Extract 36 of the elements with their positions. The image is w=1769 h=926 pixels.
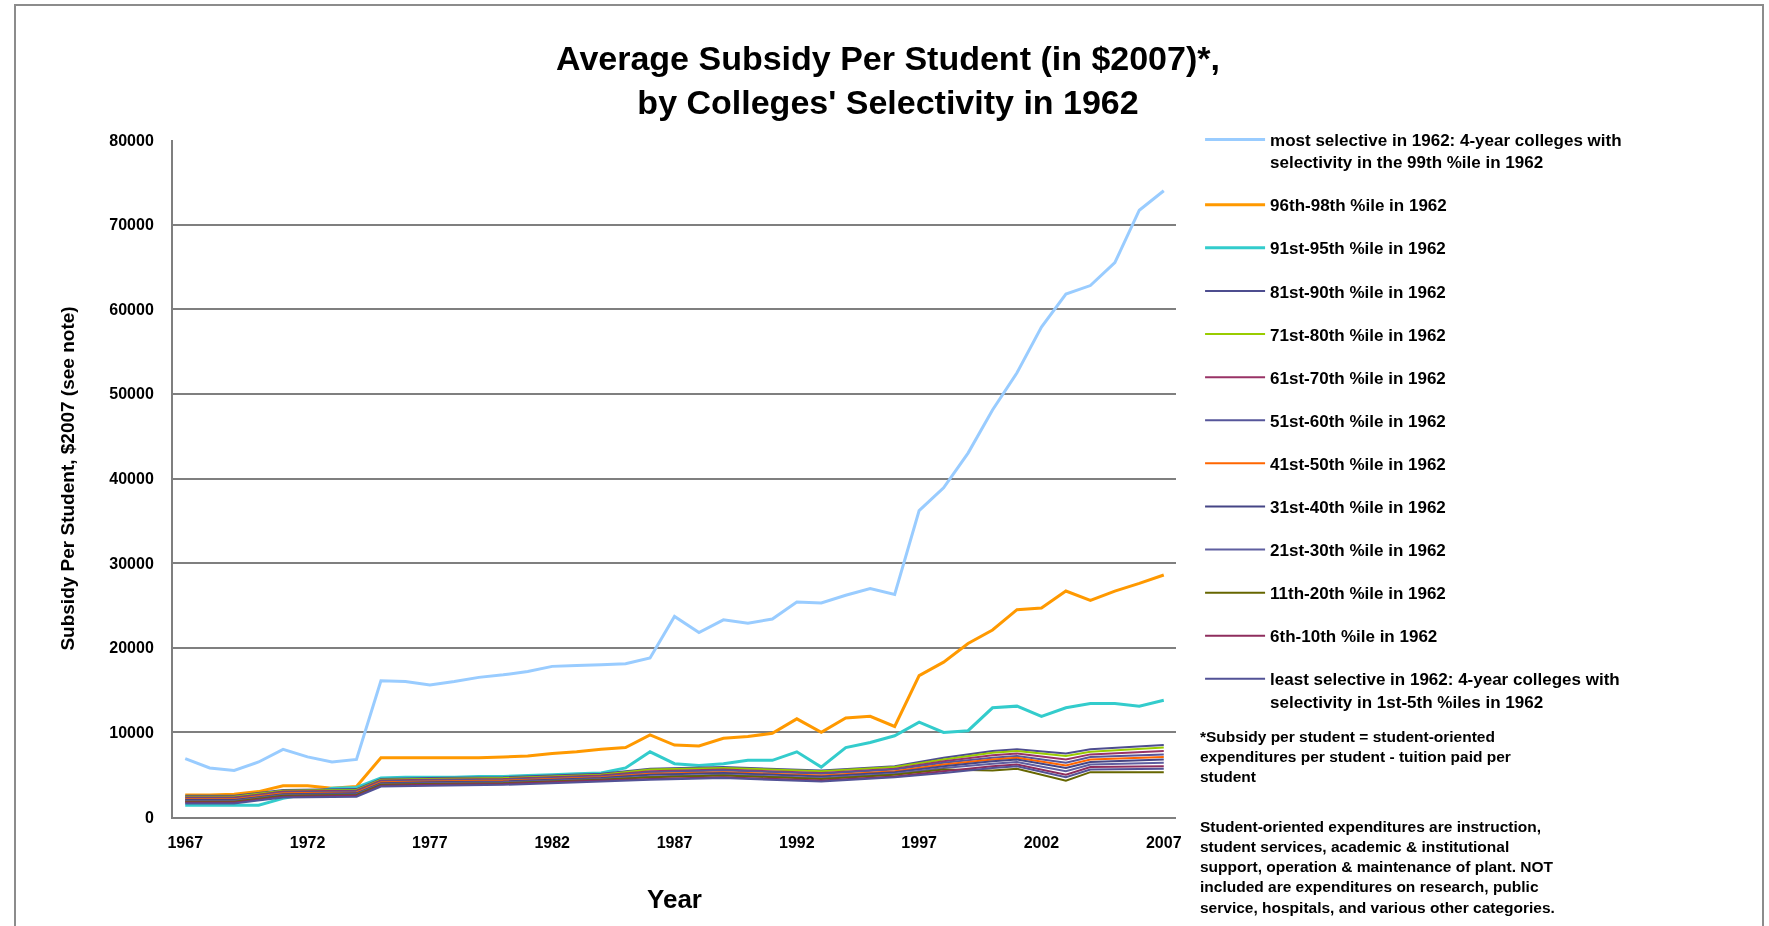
legend-label: 21st-30th %ile in 1962 bbox=[1270, 541, 1446, 561]
legend-label: 81st-90th %ile in 1962 bbox=[1270, 282, 1446, 302]
y-tick-label: 60000 bbox=[109, 300, 154, 318]
y-tick-label: 30000 bbox=[109, 554, 154, 572]
legend-label: 11th-20th %ile in 1962 bbox=[1270, 584, 1446, 604]
legend-label: 96th-98th %ile in 1962 bbox=[1270, 196, 1447, 216]
x-tick-label: 1972 bbox=[289, 834, 326, 852]
legend-label: 61st-70th %ile in 1962 bbox=[1270, 368, 1446, 388]
text: Student-oriented expenditures are instruction, student services, academic & institutional support, operation & maintenance of plant. NOT included are expenditures on research, public service, hospitals, and various other categories. bbox=[1200, 818, 1555, 916]
legend-label: 41st-50th %ile in 1962 bbox=[1270, 454, 1446, 474]
y-axis-title: Subsidy Per Student, $2007 (see note) bbox=[56, 306, 78, 651]
x-tick-label: 1982 bbox=[534, 834, 571, 852]
x-axis-title: Year bbox=[647, 884, 702, 915]
x-tick-label: 1992 bbox=[779, 834, 815, 852]
legend-label: 91st-95th %ile in 1962 bbox=[1270, 239, 1446, 259]
legend-label: 51st-60th %ile in 1962 bbox=[1270, 411, 1446, 431]
legend-label: least selective in 1962: 4-year colleges with selectivity in 1st-5th %iles in 1962 bbox=[1270, 670, 1620, 712]
y-tick-label: 40000 bbox=[109, 470, 154, 488]
y-tick-label: 10000 bbox=[109, 723, 154, 741]
chart-title: Average Subsidy Per Student (in $2007)*, by Colleges' Selectivity in 1962 bbox=[556, 39, 1220, 122]
x-tick-label: 1977 bbox=[412, 834, 448, 852]
legend-label: 6th-10th %ile in 1962 bbox=[1270, 627, 1438, 647]
x-tick-label: 1967 bbox=[167, 834, 204, 852]
x-tick-label: 2002 bbox=[1023, 834, 1060, 852]
x-tick-label: 1987 bbox=[656, 834, 693, 852]
y-tick-label: 50000 bbox=[109, 385, 154, 403]
legend-label: 71st-80th %ile in 1962 bbox=[1270, 325, 1446, 345]
y-tick-label: 20000 bbox=[109, 639, 154, 657]
x-tick-label: 2007 bbox=[1145, 834, 1182, 852]
x-tick-label: 1997 bbox=[901, 834, 938, 852]
y-tick-label: 0 bbox=[144, 808, 154, 826]
y-tick-label: 70000 bbox=[109, 216, 154, 234]
legend-label: 31st-40th %ile in 1962 bbox=[1270, 498, 1446, 518]
y-tick-label: 80000 bbox=[109, 131, 154, 149]
text: *Subsidy per student = student-oriented expenditures per student - tuition paid per student bbox=[1200, 728, 1511, 786]
legend-label: most selective in 1962: 4-year colleges with selectivity in the 99th %ile in 1962 bbox=[1270, 131, 1622, 173]
